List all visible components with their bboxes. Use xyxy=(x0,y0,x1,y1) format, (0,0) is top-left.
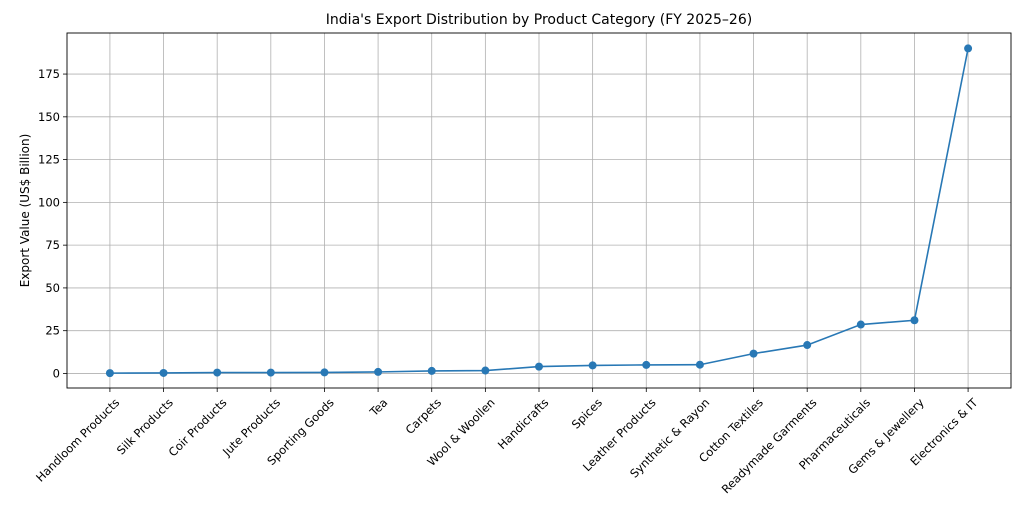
grid xyxy=(67,33,1011,388)
x-tick-label: Carpets xyxy=(403,395,444,436)
series-layer xyxy=(105,44,973,378)
data-point xyxy=(213,368,222,377)
y-tick-label: 0 xyxy=(53,366,60,380)
x-tick-label: Spices xyxy=(569,395,605,431)
plot-frame xyxy=(66,32,1012,389)
data-point xyxy=(535,362,543,371)
data-point xyxy=(588,361,597,370)
data-point xyxy=(749,349,758,358)
data-point xyxy=(159,368,168,377)
y-tick-label: 100 xyxy=(38,195,60,209)
y-tick-label: 25 xyxy=(45,324,60,338)
data-point xyxy=(374,367,383,376)
y-axis-label: Export Value (US$ Billion) xyxy=(18,134,32,288)
y-tick-label: 75 xyxy=(45,238,60,252)
data-point xyxy=(105,369,114,378)
data-point xyxy=(266,368,275,377)
x-tick-label: Tea xyxy=(366,395,390,419)
data-point xyxy=(642,360,651,369)
x-tick-label: Readymade Garments xyxy=(719,395,820,496)
y-tick-label: 150 xyxy=(38,110,60,124)
x-tick-label: Handicrafts xyxy=(495,395,552,452)
y-tick-label: 175 xyxy=(38,67,60,81)
data-point xyxy=(481,366,490,375)
x-tick-label: Handloom Products xyxy=(33,395,122,484)
data-point xyxy=(695,360,704,369)
data-point xyxy=(964,44,973,53)
data-point xyxy=(910,316,919,325)
y-tick-label: 125 xyxy=(38,153,60,167)
data-point xyxy=(803,341,812,350)
data-point xyxy=(427,366,436,375)
data-point xyxy=(320,368,329,377)
y-tick-label: 50 xyxy=(45,281,60,295)
data-point xyxy=(856,320,865,329)
chart-title: India's Export Distribution by Product C… xyxy=(326,12,752,28)
